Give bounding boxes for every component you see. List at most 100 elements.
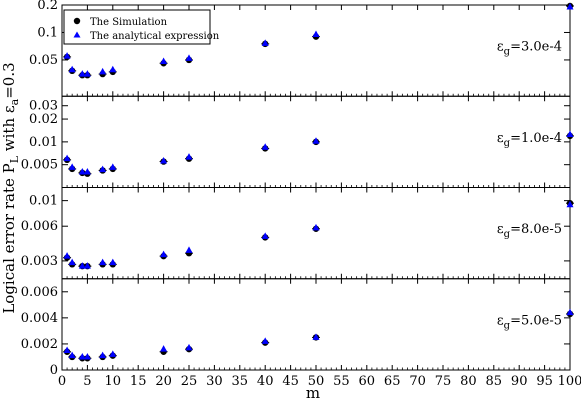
- analytical-point: [185, 343, 193, 351]
- analytical-point: [109, 65, 117, 73]
- x-tick-label: 10: [105, 374, 122, 389]
- panel-frame: [61, 187, 571, 280]
- x-tick-label: 25: [181, 374, 198, 389]
- analytical-point: [185, 153, 193, 160]
- legend-analytical-label: The analytical expression: [90, 31, 220, 42]
- panel-label-value: =5.0e-5: [510, 313, 562, 328]
- analytical-point: [261, 337, 269, 344]
- analytical-point: [78, 352, 86, 360]
- y-tick-label: 0.1: [37, 25, 58, 40]
- panel-4: 0 0.002 0.004 0.006 εg=5.0e-5: [21, 278, 574, 378]
- analytical-point: [78, 168, 86, 175]
- x-tick-label: 75: [435, 374, 452, 389]
- x-tick-label: 90: [511, 374, 528, 389]
- analytical-point: [160, 57, 168, 65]
- x-tick-label: 40: [257, 374, 274, 389]
- analytical-point: [160, 345, 168, 352]
- y-tick-label: 0.01: [29, 135, 58, 150]
- panel-label-prefix: ε: [497, 222, 504, 237]
- y-axis-title-tail-sub: a: [8, 98, 21, 105]
- analytical-point: [185, 54, 193, 61]
- analytical-point: [83, 168, 91, 175]
- y-tick-label: 0.01: [29, 194, 58, 209]
- y-tick-label: 0.006: [21, 285, 58, 300]
- x-tick-label: 30: [206, 374, 223, 389]
- y-axis-title-tail-end: =0.3: [0, 62, 18, 98]
- x-tick-label: 45: [282, 374, 299, 389]
- y-axis-title-tail: with ε: [0, 105, 18, 156]
- y-tick-label: 0.002: [21, 337, 58, 352]
- analytical-point: [566, 130, 574, 138]
- analytical-point: [109, 163, 117, 170]
- panel-label-prefix: ε: [497, 131, 504, 146]
- x-tick-label: 85: [486, 374, 503, 389]
- analytical-point: [185, 246, 193, 253]
- x-tick-label: 65: [384, 374, 401, 389]
- chart-panels: 0.050.10.2εg=3.0e-40.0050.010.020.03εg=1…: [21, 0, 574, 378]
- panel-label-prefix: ε: [497, 313, 504, 328]
- x-tick-label: 15: [130, 374, 147, 389]
- x-tick-label: 80: [460, 374, 477, 389]
- analytical-point: [63, 52, 71, 59]
- panel-label-sub: g: [504, 320, 511, 331]
- y-tick-label: 0.05: [29, 53, 58, 68]
- y-tick-label: 0.2: [37, 0, 58, 13]
- panel-label: εg=5.0e-5: [497, 313, 562, 331]
- y-tick-label: 0.003: [21, 254, 58, 269]
- analytical-point: [63, 252, 71, 259]
- analytical-point: [78, 262, 86, 269]
- analytical-point: [312, 137, 320, 144]
- y-axis-title-main: Logical error rate P: [0, 163, 18, 313]
- x-axis-title: m: [306, 384, 320, 402]
- analytical-point: [63, 346, 71, 353]
- analytical-point: [99, 67, 107, 75]
- analytical-point: [566, 200, 574, 208]
- panel-frame: [61, 278, 571, 371]
- legend: The Simulation The analytical expression: [63, 9, 220, 45]
- x-tick-label: 20: [155, 374, 172, 389]
- analytical-point: [83, 70, 91, 77]
- analytical-point: [261, 232, 269, 239]
- analytical-point: [312, 30, 320, 38]
- panel-label-prefix: ε: [497, 40, 504, 55]
- x-tick-label: 50: [308, 374, 325, 389]
- legend-box: [63, 9, 211, 45]
- analytical-point: [68, 65, 76, 73]
- panel-label: εg=3.0e-4: [497, 40, 562, 58]
- x-tick-label: 0: [58, 374, 66, 389]
- y-tick-label: 0.02: [29, 112, 58, 127]
- y-tick-label: 0.006: [21, 219, 58, 234]
- panel-label-value: =3.0e-4: [510, 40, 562, 55]
- x-tick-label: 5: [83, 374, 91, 389]
- y-tick-label: 0.004: [21, 311, 58, 326]
- panel-label-value: =8.0e-5: [510, 222, 562, 237]
- panel-3: 0.003 0.006 0.01 εg=8.0e-5: [21, 187, 574, 280]
- panel-label: εg=8.0e-5: [497, 222, 562, 240]
- analytical-point: [312, 223, 320, 231]
- x-tick-label: 95: [536, 374, 553, 389]
- x-tick-label: 60: [359, 374, 376, 389]
- analytical-point: [78, 70, 86, 77]
- legend-simulation-label: The Simulation: [90, 17, 168, 28]
- analytical-point: [68, 163, 76, 170]
- legend-analytical-marker: [73, 31, 81, 38]
- x-tick-label: 55: [333, 374, 350, 389]
- legend-simulation-marker: [73, 17, 81, 25]
- analytical-point: [261, 39, 269, 46]
- y-tick-label: 0: [50, 363, 58, 378]
- analytical-point: [68, 258, 76, 266]
- panel-label-value: =1.0e-4: [510, 131, 562, 146]
- analytical-point: [99, 165, 107, 173]
- analytical-point: [83, 262, 91, 269]
- analytical-point: [99, 258, 107, 266]
- analytical-point: [109, 258, 117, 266]
- analytical-point: [566, 3, 574, 10]
- x-tick-label: 70: [409, 374, 426, 389]
- analytical-point: [63, 154, 71, 162]
- analytical-point: [109, 350, 117, 357]
- panel-label: εg=1.0e-4: [497, 131, 562, 149]
- panel-label-sub: g: [504, 229, 511, 240]
- analytical-point: [160, 250, 168, 258]
- analytical-point: [261, 143, 269, 150]
